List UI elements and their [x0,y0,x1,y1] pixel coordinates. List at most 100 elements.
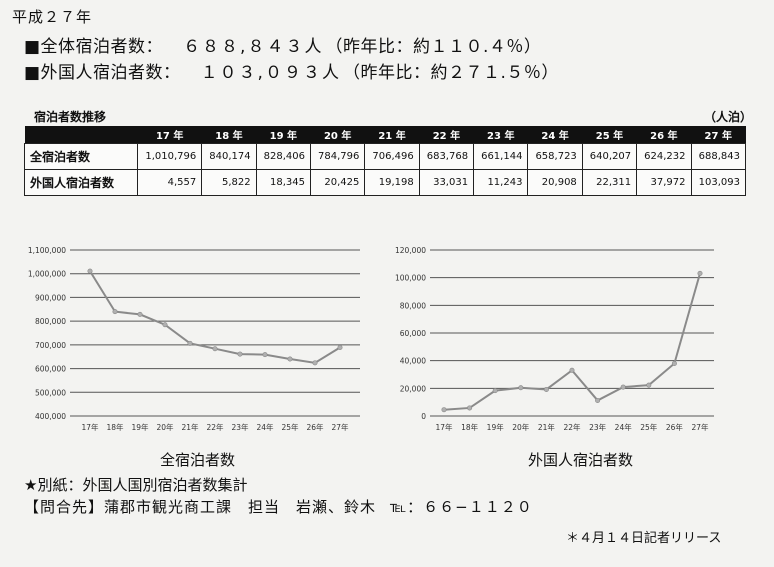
year-header: 23 年 [473,126,528,144]
total-guests-ratio: （昨年比：約１１０.４％） [325,37,542,57]
x-tick-label: 19年 [487,422,505,432]
table-cell: 20,425 [309,169,366,196]
total-guests-chart: 400,000 500,000 600,000 700,000 800,000 900,0… [28,246,360,432]
x-tick-label: 20年 [156,422,174,432]
table-cell: 624,232 [636,143,692,170]
contact-text: 【問合先】蒲郡市観光商工課 担当 岩瀬、鈴木 [24,498,377,516]
data-point [518,385,524,391]
table-cell: 706,496 [364,143,420,170]
y-tick-label: 20,000 [400,384,426,393]
table-cell: 828,406 [255,143,312,170]
y-tick-label: 400,000 [35,412,66,421]
year-header: 20 年 [310,126,365,144]
contact-tel: ℡：６６−１１２０ [390,498,533,516]
table-row: 全宿泊者数 1,010,796 840,174 828,406 784,796 … [24,143,747,170]
x-tick-label: 20年 [512,422,530,432]
y-tick-label: 800,000 [35,317,66,326]
x-tick-label: 23年 [231,422,249,432]
year-header: 18 年 [201,126,257,144]
page-heading: 平成２７年 [12,8,93,26]
y-tick-label: 500,000 [35,388,66,397]
data-point [87,268,93,274]
year-header: 22 年 [419,126,474,144]
y-tick-label: 100,000 [395,274,426,283]
table-cell: 840,174 [201,143,257,170]
data-point [312,360,318,366]
total-guests-chart-title: 全宿泊者数 [160,451,236,469]
x-tick-label: 22年 [563,422,581,432]
data-point [492,388,498,394]
year-header: 21 年 [364,126,420,144]
table-cell: 640,207 [581,143,638,170]
data-point [337,345,343,351]
x-tick-label: 22年 [206,422,224,432]
data-point [187,340,193,346]
y-tick-label: 1,000,000 [28,270,66,279]
data-point [262,352,268,358]
data-point [467,405,473,411]
table-row: 外国人宿泊者数 4,557 5,822 18,345 20,425 19,198… [24,169,747,196]
x-tick-label: 17年 [81,422,99,432]
table-unit: （人泊） [704,110,753,124]
x-tick-label: 18年 [106,422,124,432]
y-tick-label: 900,000 [35,293,66,302]
total-guests-value: ６８８,８４３人 [183,37,324,57]
table-cell: 661,144 [473,143,529,170]
year-header: 24 年 [527,126,583,144]
table-cell: 19,198 [364,169,420,196]
year-header: 17 年 [137,126,202,144]
data-point [620,384,626,390]
attachment-note: ★別紙：外国人国別宿泊者数集計 [24,476,248,494]
table-cell: 20,908 [527,169,583,196]
x-tick-label: 27年 [331,422,349,432]
foreign-guests-chart: 0 20,000 40,000 60,000 80,000 100,000 120,000 1… [395,246,714,432]
x-tick-label: 21年 [181,422,199,432]
y-tick-label: 40,000 [400,357,426,366]
data-point [595,397,601,403]
data-point [287,356,293,362]
table-cell: 11,243 [473,169,529,196]
foreign-guests-summary: ■外国人宿泊者数： １０３,０９３人 （昨年比：約２７１.５％） [24,58,559,83]
x-tick-label: 18年 [461,422,479,432]
year-header: 27 年 [691,126,746,144]
y-tick-label: 120,000 [395,246,426,255]
table-cell: 683,768 [418,143,475,170]
table-cell: 18,345 [255,169,312,196]
x-tick-label: 26年 [666,422,684,432]
x-tick-label: 23年 [589,422,607,432]
contact-info: 【問合先】蒲郡市観光商工課 担当 岩瀬、鈴木 ℡：６６−１１２０ [24,496,533,517]
y-tick-label: 1,100,000 [28,246,66,255]
year-header: 25 年 [582,126,637,144]
year-header: 26 年 [636,126,692,144]
x-tick-label: 17年 [435,422,453,432]
year-header: 19 年 [256,126,311,144]
data-point [569,367,575,373]
table-cell: 22,311 [581,169,638,196]
table-cell: 658,723 [527,143,583,170]
foreign-guests-ratio: （昨年比：約２７１.５％） [342,63,559,83]
table-title: 宿泊者数推移 [34,110,107,124]
y-tick-label: 700,000 [35,341,66,350]
x-tick-label: 26年 [306,422,324,432]
y-tick-label: 600,000 [35,365,66,374]
data-point [112,309,118,315]
data-point [697,270,703,276]
y-tick-label: 0 [421,412,426,421]
guests-table: 17 年 18 年 19 年 20 年 21 年 22 年 23 年 24 年 … [24,126,747,196]
x-tick-label: 19年 [131,422,149,432]
data-point [137,311,143,317]
table-corner [24,126,138,144]
table-cell: 37,972 [636,169,692,196]
foreign-guests-label: ■外国人宿泊者数： [24,63,181,83]
table-cell: 688,843 [690,143,747,170]
release-note: ＊４月１４日記者リリース [566,531,722,546]
foreign-guests-chart-title: 外国人宿泊者数 [528,451,634,469]
data-point [212,346,218,352]
table-cell: 33,031 [418,169,475,196]
total-guests-label: ■全体宿泊者数： [24,37,164,57]
table-cell: 103,093 [690,169,747,196]
row-label: 全宿泊者数 [24,143,138,170]
x-tick-label: 24年 [256,422,274,432]
table-cell: 784,796 [309,143,366,170]
x-tick-label: 27年 [691,422,709,432]
